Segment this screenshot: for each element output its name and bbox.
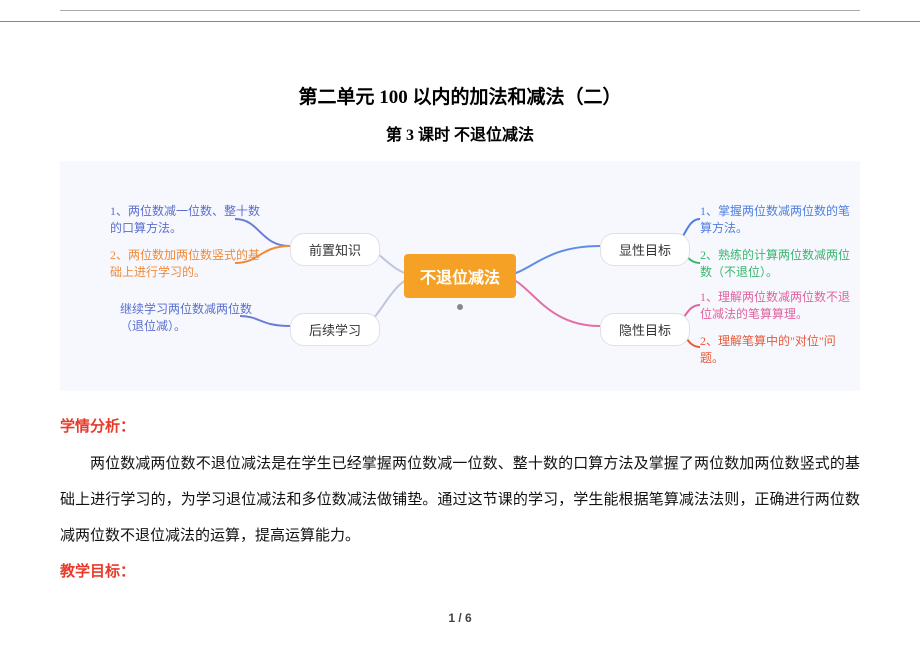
leaf-explicit-1: 1、掌握两位数减两位数的笔算方法。 [700, 203, 850, 237]
leaf-implicit-1: 1、理解两位数减两位数不退位减法的笔算算理。 [700, 289, 850, 323]
mindmap-center-node: 不退位减法 [404, 254, 516, 298]
goal-header: 教学目标： [60, 560, 860, 581]
leaf-pre-2: 2、两位数加两位数竖式的基础上进行学习的。 [110, 247, 260, 281]
mindmap-diagram: 不退位减法 前置知识 1、两位数减一位数、整十数的口算方法。 2、两位数加两位数… [60, 161, 860, 391]
analysis-body: 两位数减两位数不退位减法是在学生已经掌握两位数减一位数、整十数的口算方法及掌握了… [60, 446, 860, 554]
node-implicit-goal-label: 隐性目标 [619, 323, 671, 338]
mindmap-center-label: 不退位减法 [420, 270, 500, 287]
leaf-pre-1: 1、两位数减一位数、整十数的口算方法。 [110, 203, 260, 237]
node-explicit-goal: 显性目标 [600, 233, 690, 266]
node-followup: 后续学习 [290, 313, 380, 346]
node-explicit-goal-label: 显性目标 [619, 243, 671, 258]
center-dot-icon [457, 304, 463, 310]
node-preknowledge: 前置知识 [290, 233, 380, 266]
node-preknowledge-label: 前置知识 [309, 243, 361, 258]
leaf-implicit-2: 2、理解笔算中的"对位"问题。 [700, 333, 850, 367]
analysis-header: 学情分析： [60, 415, 860, 436]
page-container: 第二单元 100 以内的加法和减法（二） 第 3 课时 不退位减法 不退位减法 [0, 21, 920, 665]
top-rule [60, 10, 860, 11]
page-footer: 1 / 6 [60, 611, 860, 625]
unit-title: 第二单元 100 以内的加法和减法（二） [60, 82, 860, 109]
node-implicit-goal: 隐性目标 [600, 313, 690, 346]
leaf-follow-1: 继续学习两位数减两位数（退位减）。 [120, 301, 270, 335]
node-followup-label: 后续学习 [309, 323, 361, 338]
leaf-explicit-2: 2、熟练的计算两位数减两位数（不退位）。 [700, 247, 850, 281]
lesson-title: 第 3 课时 不退位减法 [60, 121, 860, 145]
